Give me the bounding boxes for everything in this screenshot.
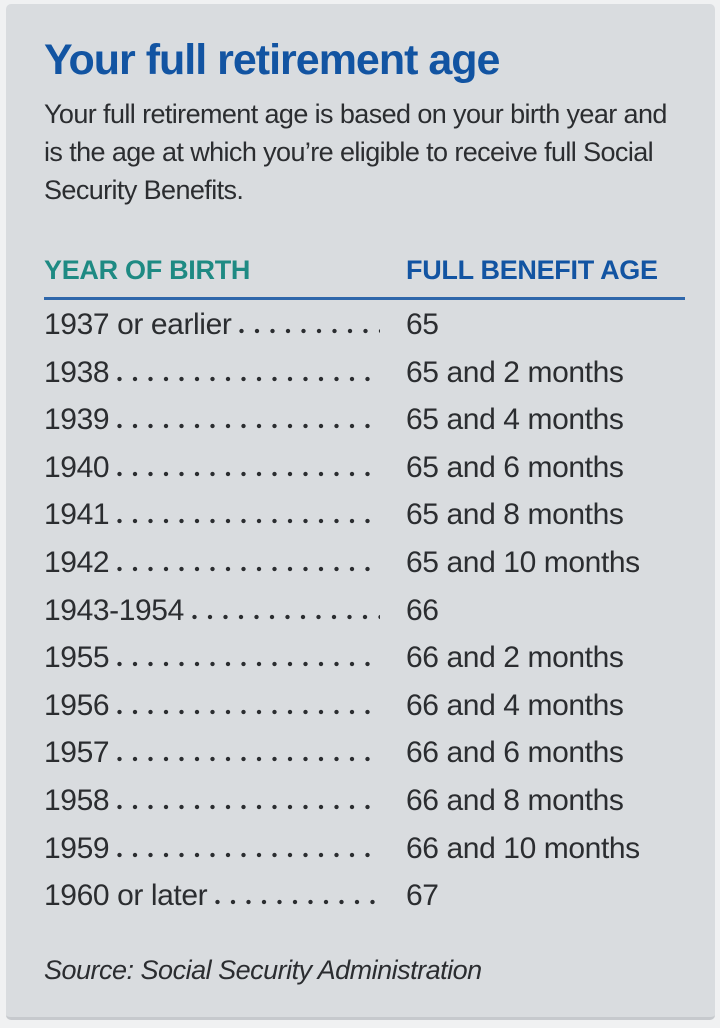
dot-leader xyxy=(117,851,380,858)
full-benefit-age-cell: 65 and 8 months xyxy=(406,498,624,532)
year-of-birth-cell: 1941 xyxy=(44,498,110,532)
table-row: 1959 66 and 10 months xyxy=(44,832,685,880)
table-row: 1957 66 and 6 months xyxy=(44,736,685,784)
dot-leader xyxy=(117,661,380,668)
year-of-birth-cell: 1939 xyxy=(44,403,110,437)
year-of-birth-cell: 1938 xyxy=(44,355,110,389)
year-of-birth-cell: 1940 xyxy=(44,450,110,484)
year-cell-with-leader: 1937 or earlier xyxy=(44,308,406,342)
table-row: 1956 66 and 4 months xyxy=(44,689,685,737)
year-cell-with-leader: 1941 xyxy=(44,498,406,532)
table-row: 1960 or later 67 xyxy=(44,879,685,927)
year-of-birth-cell: 1958 xyxy=(44,783,110,817)
full-benefit-age-cell: 66 xyxy=(406,593,439,627)
card-description: Your full retirement age is based on you… xyxy=(44,99,667,205)
dot-leader xyxy=(117,565,380,572)
year-of-birth-cell: 1957 xyxy=(44,736,110,770)
dot-leader xyxy=(215,899,380,906)
retirement-age-card: Your full retirement age Your full retir… xyxy=(6,4,715,1020)
dot-leader xyxy=(117,423,380,430)
year-cell-with-leader: 1938 xyxy=(44,356,406,390)
full-benefit-age-cell: 65 xyxy=(406,308,439,341)
full-benefit-age-cell: 65 and 4 months xyxy=(406,403,624,437)
full-benefit-age-cell: 66 and 6 months xyxy=(406,736,624,770)
table-row: 1938 65 and 2 months xyxy=(44,356,685,404)
year-cell-with-leader: 1958 xyxy=(44,784,406,818)
column-header-full-benefit-age: FULL BENEFIT AGE xyxy=(406,255,658,285)
year-cell-with-leader: 1956 xyxy=(44,689,406,723)
table-row: 1940 65 and 6 months xyxy=(44,451,685,499)
dot-leader xyxy=(191,613,380,620)
table-row: 1937 or earlier 65 xyxy=(44,308,685,356)
year-cell-with-leader: 1960 or later xyxy=(44,879,406,913)
dot-leader xyxy=(117,470,380,477)
dot-leader xyxy=(117,375,380,382)
dot-leader xyxy=(117,803,380,810)
full-benefit-age-cell: 66 and 2 months xyxy=(406,641,624,675)
year-cell-with-leader: 1955 xyxy=(44,641,406,675)
full-benefit-age-cell: 66 and 8 months xyxy=(406,783,624,817)
year-of-birth-cell: 1937 or earlier xyxy=(44,308,232,341)
year-of-birth-cell: 1955 xyxy=(44,641,110,675)
card-title: Your full retirement age xyxy=(44,36,500,84)
table-row: 1943-1954 66 xyxy=(44,594,685,642)
year-cell-with-leader: 1942 xyxy=(44,546,406,580)
table-header-row: YEAR OF BIRTH FULL BENEFIT AGE xyxy=(44,255,685,286)
year-of-birth-cell: 1960 or later xyxy=(44,879,208,913)
full-benefit-age-cell: 65 and 2 months xyxy=(406,355,624,389)
table-row: 1958 66 and 8 months xyxy=(44,784,685,832)
year-cell-with-leader: 1957 xyxy=(44,736,406,770)
full-benefit-age-cell: 65 and 10 months xyxy=(406,545,640,579)
dot-leader xyxy=(117,756,380,763)
column-header-year-of-birth: YEAR OF BIRTH xyxy=(44,255,251,285)
full-benefit-age-cell: 67 xyxy=(406,879,439,913)
year-cell-with-leader: 1959 xyxy=(44,832,406,866)
table-row: 1941 65 and 8 months xyxy=(44,498,685,546)
full-benefit-age-cell: 66 and 4 months xyxy=(406,688,624,722)
year-cell-with-leader: 1943-1954 xyxy=(44,594,406,628)
year-cell-with-leader: 1940 xyxy=(44,451,406,485)
retirement-table: 1937 or earlier 65 1938 65 and 2 months … xyxy=(44,308,685,927)
year-of-birth-cell: 1942 xyxy=(44,545,110,579)
dot-leader xyxy=(117,518,380,525)
year-cell-with-leader: 1939 xyxy=(44,403,406,437)
year-of-birth-cell: 1959 xyxy=(44,831,110,865)
source-note: Source: Social Security Administration xyxy=(44,954,482,985)
year-of-birth-cell: 1956 xyxy=(44,688,110,722)
table-row: 1955 66 and 2 months xyxy=(44,641,685,689)
header-divider xyxy=(44,297,685,300)
table-row: 1939 65 and 4 months xyxy=(44,403,685,451)
full-benefit-age-cell: 65 and 6 months xyxy=(406,450,624,484)
year-of-birth-cell: 1943-1954 xyxy=(44,593,184,627)
full-benefit-age-cell: 66 and 10 months xyxy=(406,831,640,865)
dot-leader xyxy=(117,708,380,715)
table-row: 1942 65 and 10 months xyxy=(44,546,685,594)
dot-leader xyxy=(239,328,380,334)
